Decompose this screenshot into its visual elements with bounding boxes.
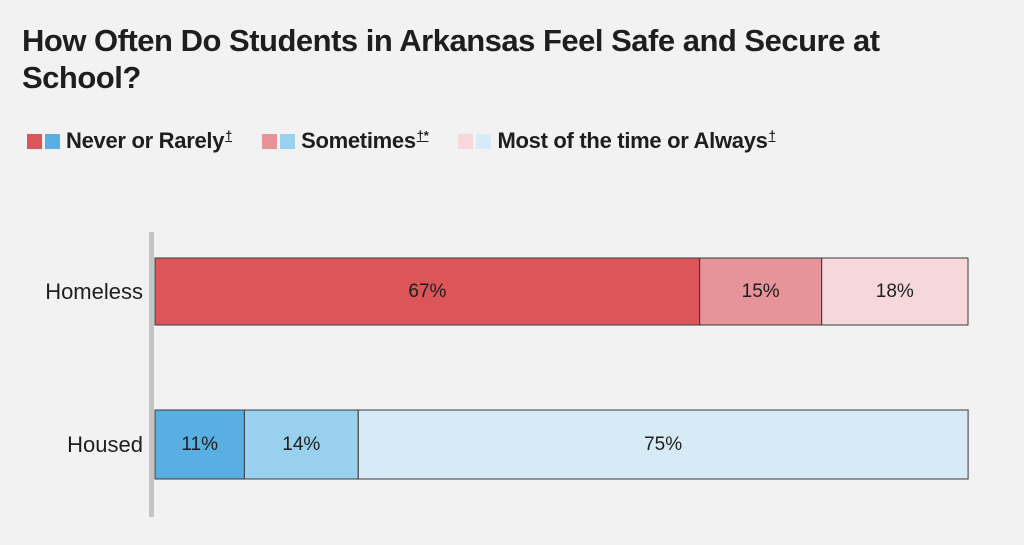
legend-swatch-homeless xyxy=(27,133,42,149)
legend-footnote: †* xyxy=(416,127,429,143)
data-label-homeless-2: 15% xyxy=(742,281,780,302)
legend-footnote: † xyxy=(768,127,776,143)
category-label-homeless: Homeless xyxy=(45,279,143,304)
legend-swatch-housed xyxy=(280,133,296,149)
bar-segment-homeless-1 xyxy=(154,257,701,326)
legend: Never or Rarely† Sometimes†* Most of the… xyxy=(27,126,806,156)
data-label-homeless-1: 67% xyxy=(408,281,446,302)
data-label-homeless-3: 18% xyxy=(876,281,914,302)
data-label-housed-1: 11% xyxy=(181,434,218,455)
legend-swatch-housed xyxy=(476,133,492,149)
bar-segment-housed-1 xyxy=(154,409,245,480)
legend-item-never-or-rarely: Never or Rarely† xyxy=(27,128,232,154)
bar-segment-homeless-3 xyxy=(821,257,969,326)
legend-swatch-housed xyxy=(45,133,60,149)
bar-segment-housed-3 xyxy=(357,409,969,480)
legend-label: Never or Rarely xyxy=(66,128,225,153)
legend-swatch-homeless xyxy=(262,133,278,149)
chart-title: How Often Do Students in Arkansas Feel S… xyxy=(22,23,880,95)
axis-line xyxy=(149,232,154,517)
data-label-housed-2: 14% xyxy=(282,434,320,455)
legend-label: Most of the time or Always xyxy=(497,128,768,153)
legend-label: Sometimes xyxy=(301,128,416,153)
legend-item-sometimes: Sometimes†* xyxy=(262,127,429,154)
bar-segment-homeless-2 xyxy=(699,257,823,326)
legend-footnote: † xyxy=(225,127,233,143)
legend-item-most-of-the-time: Most of the time or Always† xyxy=(458,127,776,154)
data-label-housed-3: 75% xyxy=(644,434,682,455)
category-label-housed: Housed xyxy=(67,432,143,457)
legend-swatch-homeless xyxy=(458,133,474,149)
